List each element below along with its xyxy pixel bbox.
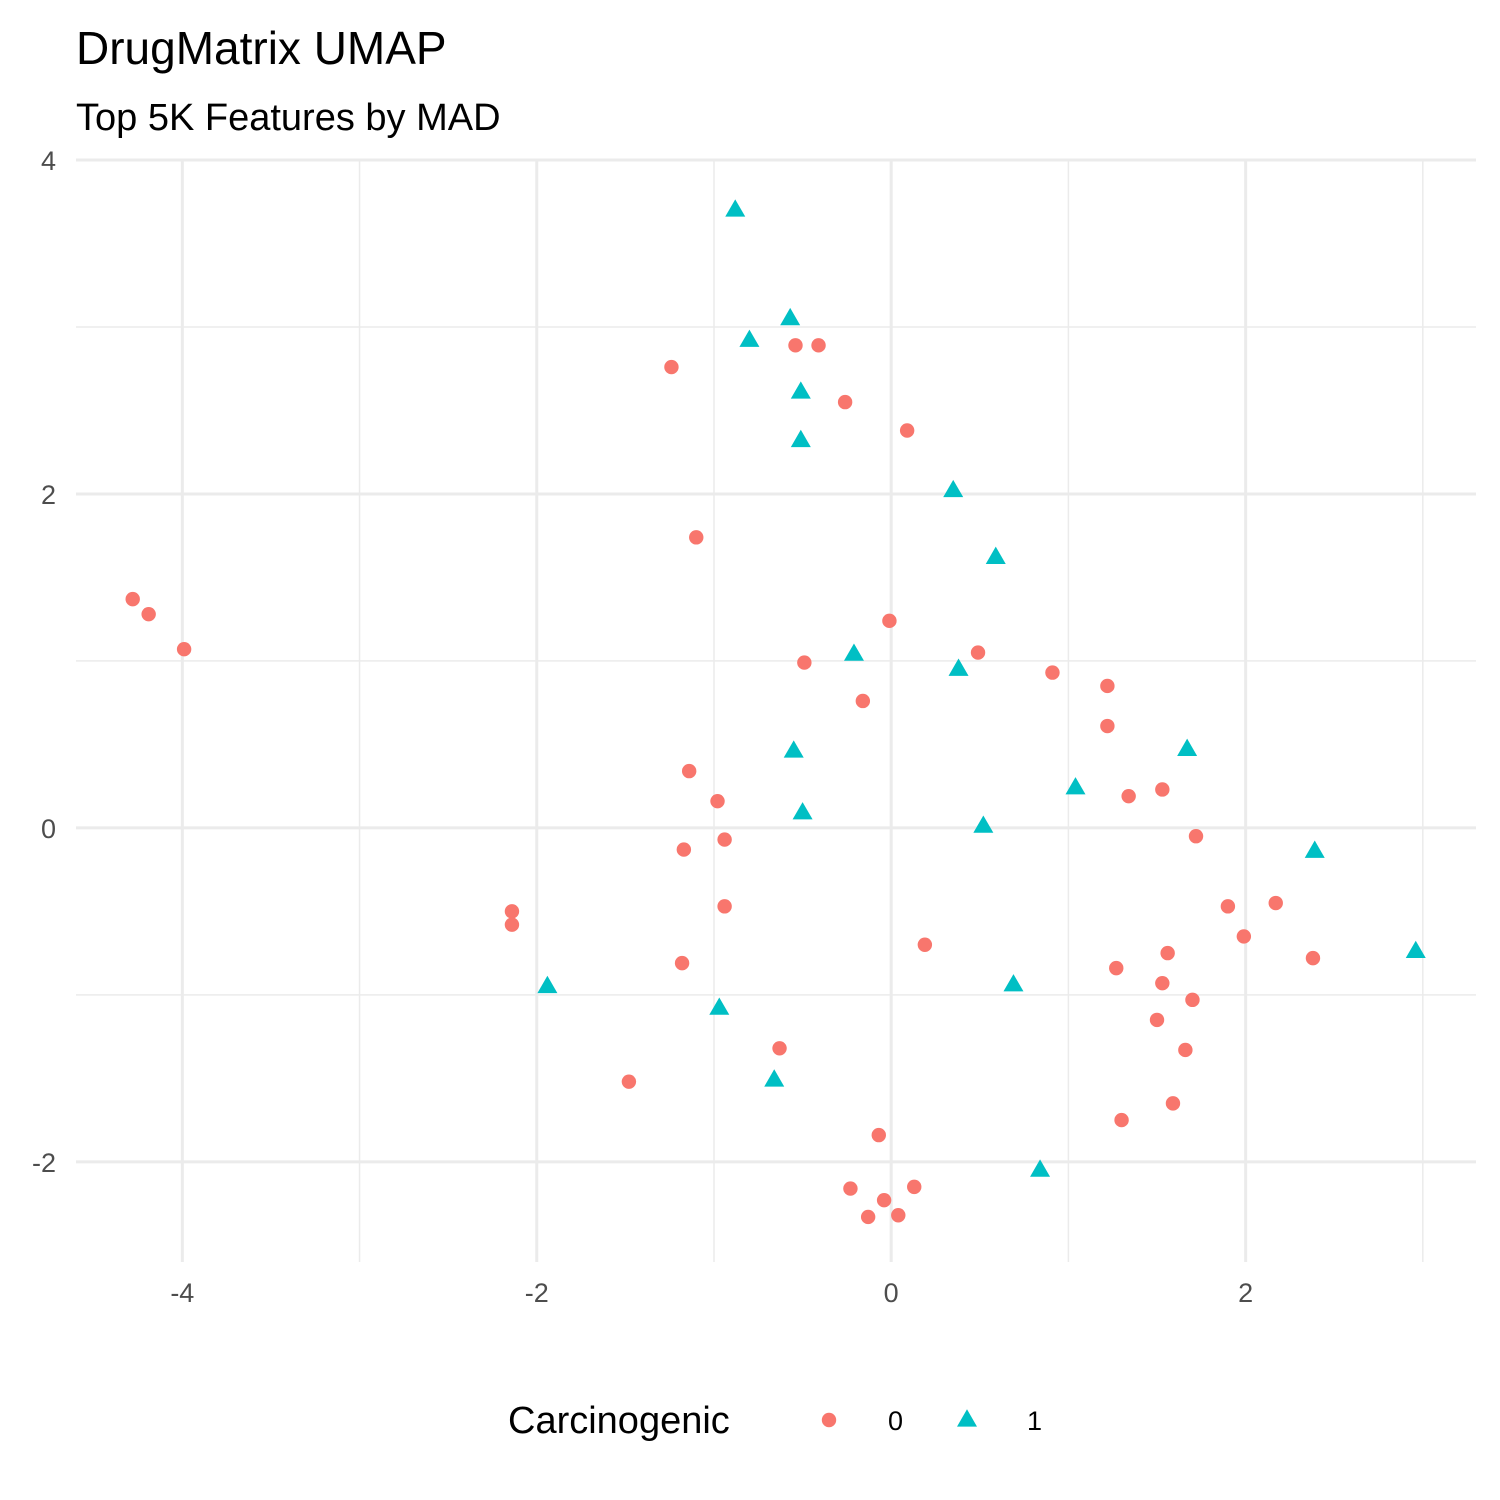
- data-points: [125, 199, 1426, 1225]
- legend-label-0: 0: [888, 1406, 903, 1436]
- data-point-series-1: [985, 546, 1006, 564]
- data-point-series-0: [797, 655, 812, 670]
- data-point-series-0: [1165, 1096, 1181, 1111]
- data-point-series-0: [681, 763, 697, 779]
- data-point-series-1: [1177, 738, 1198, 756]
- legend-label-1: 1: [1027, 1406, 1042, 1436]
- data-point-series-0: [843, 1181, 858, 1196]
- chart-title: DrugMatrix UMAP: [76, 22, 447, 74]
- data-point-series-0: [1114, 1112, 1129, 1128]
- legend: Carcinogenic 0 1: [508, 1400, 1042, 1442]
- data-point-series-1: [1065, 777, 1086, 795]
- data-point-series-0: [917, 937, 933, 952]
- data-point-series-0: [710, 793, 725, 809]
- data-point-series-0: [1100, 678, 1115, 694]
- data-point-series-0: [891, 1208, 906, 1223]
- data-point-series-1: [792, 802, 813, 820]
- data-point-series-0: [664, 359, 679, 375]
- y-tick-label: 0: [41, 814, 56, 844]
- data-point-series-1: [709, 997, 730, 1015]
- axis-tick-labels: -4 -2 0 2 -2 0 2 4: [32, 146, 1253, 1308]
- data-point-series-0: [899, 423, 915, 438]
- chart-subtitle: Top 5K Features by MAD: [76, 97, 501, 139]
- data-point-series-1: [943, 479, 964, 498]
- data-point-series-0: [689, 530, 704, 545]
- data-point-series-0: [1100, 718, 1115, 734]
- data-point-series-0: [1045, 665, 1060, 680]
- data-point-series-1: [780, 307, 801, 326]
- data-point-series-0: [125, 591, 140, 607]
- y-tick-label: 4: [41, 146, 56, 176]
- data-point-series-0: [1178, 1042, 1193, 1058]
- data-point-series-0: [1220, 899, 1236, 914]
- data-point-series-0: [676, 842, 692, 857]
- data-point-series-1: [1405, 940, 1426, 959]
- data-point-series-0: [1268, 895, 1283, 911]
- data-point-series-0: [1160, 945, 1175, 961]
- data-point-series-0: [141, 606, 156, 622]
- data-point-series-1: [790, 429, 811, 448]
- data-point-series-0: [504, 917, 520, 932]
- data-point-series-0: [788, 338, 803, 353]
- data-point-series-0: [504, 904, 520, 919]
- data-point-series-0: [621, 1074, 637, 1089]
- data-point-series-0: [811, 338, 826, 353]
- data-point-series-0: [176, 642, 192, 657]
- data-point-series-0: [717, 832, 732, 847]
- legend-key-1: [957, 1409, 977, 1427]
- y-tick-label: -2: [32, 1148, 56, 1178]
- data-point-series-0: [860, 1209, 876, 1225]
- data-point-series-0: [1121, 788, 1136, 804]
- data-point-series-0: [1185, 992, 1200, 1008]
- legend-key-0: [821, 1412, 837, 1428]
- data-point-series-1: [948, 658, 969, 676]
- data-point-series-0: [1109, 960, 1124, 976]
- data-point-series-1: [790, 381, 811, 399]
- x-tick-label: 0: [884, 1278, 899, 1308]
- data-point-series-0: [855, 693, 871, 709]
- data-point-series-0: [1155, 975, 1170, 991]
- x-tick-label: -2: [525, 1278, 549, 1308]
- data-point-series-0: [882, 613, 897, 629]
- data-point-series-1: [973, 815, 994, 833]
- data-point-series-0: [907, 1179, 922, 1195]
- x-tick-label: 2: [1238, 1278, 1253, 1308]
- data-point-series-0: [772, 1041, 787, 1056]
- data-point-series-1: [1304, 840, 1325, 858]
- data-point-series-1: [783, 740, 804, 758]
- data-point-series-0: [1236, 929, 1252, 944]
- data-point-series-1: [764, 1069, 785, 1087]
- data-point-series-1: [1003, 974, 1024, 992]
- data-point-series-0: [1155, 782, 1170, 797]
- data-point-series-0: [871, 1127, 886, 1143]
- x-tick-label: -4: [170, 1278, 194, 1308]
- data-point-series-0: [1305, 950, 1321, 966]
- data-point-series-0: [674, 955, 690, 971]
- data-point-series-0: [837, 394, 853, 410]
- data-point-series-1: [843, 643, 864, 661]
- data-point-series-0: [876, 1193, 892, 1208]
- data-point-series-1: [1030, 1159, 1051, 1177]
- legend-title: Carcinogenic: [508, 1400, 730, 1442]
- data-point-series-1: [725, 199, 746, 217]
- data-point-series-1: [537, 975, 558, 994]
- y-tick-label: 2: [41, 480, 56, 510]
- data-point-series-0: [1188, 829, 1204, 844]
- grid-lines: [76, 158, 1476, 1262]
- data-point-series-0: [717, 899, 732, 914]
- data-point-series-0: [1149, 1012, 1165, 1028]
- data-point-series-0: [970, 645, 986, 660]
- data-point-series-1: [739, 329, 760, 347]
